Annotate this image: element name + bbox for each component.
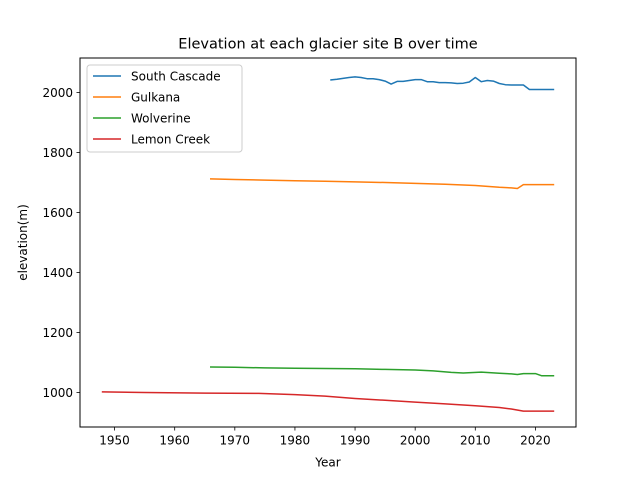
x-tick-label: 2000 xyxy=(400,434,431,448)
series-line-wolverine xyxy=(210,366,555,377)
chart-title: Elevation at each glacier site B over ti… xyxy=(178,37,477,53)
x-tick-label: 1990 xyxy=(340,434,371,448)
x-tick-label: 1970 xyxy=(220,434,251,448)
x-tick-label: 2020 xyxy=(520,434,551,448)
legend-label-gulkana: Gulkana xyxy=(131,91,180,105)
y-axis: 1000 1200 1400 1600 1800 2000 xyxy=(42,86,80,400)
series-line-south-cascade xyxy=(330,76,555,91)
x-tick-label: 1980 xyxy=(280,434,311,448)
y-tick-label: 1200 xyxy=(42,326,73,340)
legend: South Cascade Gulkana Wolverine Lemon Creek xyxy=(86,64,243,153)
x-tick-label: 2010 xyxy=(460,434,491,448)
series-line-gulkana xyxy=(209,178,555,190)
legend-label-south-cascade: South Cascade xyxy=(131,70,221,84)
y-tick-label: 1600 xyxy=(42,206,73,220)
x-tick-label: 1950 xyxy=(99,434,130,448)
plot-frame xyxy=(79,57,577,428)
x-axis: 1950 1960 1970 1980 1990 2000 2010 2020 xyxy=(99,427,551,448)
plot-lines xyxy=(101,76,555,412)
x-axis-label: Year xyxy=(314,456,340,470)
y-tick-label: 1800 xyxy=(42,146,73,160)
legend-label-lemon-creek: Lemon Creek xyxy=(131,133,210,147)
legend-label-wolverine: Wolverine xyxy=(131,112,191,126)
y-tick-label: 1000 xyxy=(42,386,73,400)
y-axis-label: elevation(m) xyxy=(16,204,30,281)
y-tick-label: 2000 xyxy=(42,86,73,100)
y-tick-label: 1400 xyxy=(42,266,73,280)
series-line-lemon-creek xyxy=(101,391,555,412)
x-tick-label: 1960 xyxy=(159,434,190,448)
legend-box xyxy=(86,64,243,153)
